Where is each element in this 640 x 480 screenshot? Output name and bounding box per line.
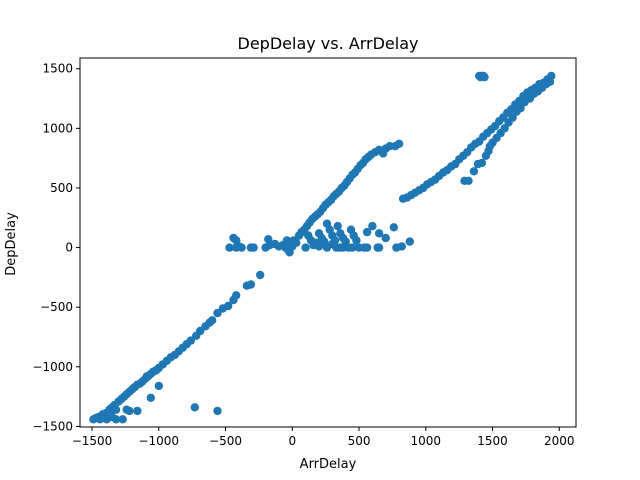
data-point <box>508 113 517 122</box>
data-point <box>477 158 487 168</box>
data-point <box>208 316 217 325</box>
x-tick-label: −500 <box>209 434 242 448</box>
y-tick-label: −1000 <box>32 360 73 374</box>
x-tick-label: 1000 <box>411 434 442 448</box>
y-tick-label: 1000 <box>42 121 73 135</box>
data-point <box>330 236 340 245</box>
x-tick-label: 1500 <box>477 434 508 448</box>
data-point <box>464 176 473 185</box>
chart-title: DepDelay vs. ArrDelay <box>238 34 419 53</box>
data-point <box>111 415 121 424</box>
data-point <box>224 301 233 311</box>
data-point <box>394 139 404 148</box>
data-point <box>320 237 329 246</box>
data-point <box>381 233 390 243</box>
data-point <box>374 243 384 252</box>
data-point <box>516 103 525 113</box>
data-point <box>352 236 361 245</box>
data-point <box>368 221 377 231</box>
data-point <box>360 243 369 252</box>
data-point <box>332 243 341 252</box>
x-tick-label: −1500 <box>72 434 113 448</box>
data-point <box>312 238 321 247</box>
axis-ticks: −1500 −1000 −500 0 500 1000 1500 2000 −1500 −1000… <box>32 62 574 448</box>
x-tick-label: 2000 <box>544 434 575 448</box>
data-point <box>362 227 372 237</box>
data-point <box>213 308 222 318</box>
data-point <box>405 237 414 246</box>
data-points <box>89 71 556 424</box>
y-tick-label: 1500 <box>42 62 73 76</box>
data-point <box>246 280 256 289</box>
y-tick-label: 0 <box>65 241 73 255</box>
data-point <box>225 243 234 252</box>
data-point <box>232 291 241 300</box>
data-point <box>146 393 155 402</box>
x-tick-label: 0 <box>288 434 296 448</box>
data-point <box>397 242 406 251</box>
data-point <box>186 336 195 345</box>
data-point <box>292 238 301 247</box>
data-point <box>545 77 555 87</box>
data-point <box>469 167 479 176</box>
y-tick-label: 500 <box>50 181 73 195</box>
data-point <box>154 381 163 391</box>
data-point <box>479 71 488 81</box>
data-point <box>333 221 342 231</box>
data-point <box>500 124 509 133</box>
data-point <box>338 243 348 252</box>
data-point <box>374 229 384 238</box>
x-axis-label: ArrDelay <box>300 457 357 472</box>
x-tick-label: −1000 <box>138 434 179 448</box>
y-tick-label: −500 <box>40 300 73 314</box>
data-point <box>256 270 265 280</box>
y-axis-label: DepDelay <box>4 212 19 276</box>
data-point <box>237 243 246 252</box>
data-point <box>348 243 357 252</box>
x-tick-label: 500 <box>348 434 371 448</box>
data-point <box>190 403 199 412</box>
data-point <box>301 243 310 252</box>
data-point <box>133 406 142 416</box>
data-point <box>125 406 134 416</box>
y-tick-label: −1500 <box>32 419 73 433</box>
data-point <box>389 223 398 232</box>
data-point <box>213 406 222 416</box>
data-point <box>118 415 127 424</box>
data-point <box>249 243 258 252</box>
plot-area-frame <box>79 57 577 428</box>
data-point <box>142 372 151 381</box>
